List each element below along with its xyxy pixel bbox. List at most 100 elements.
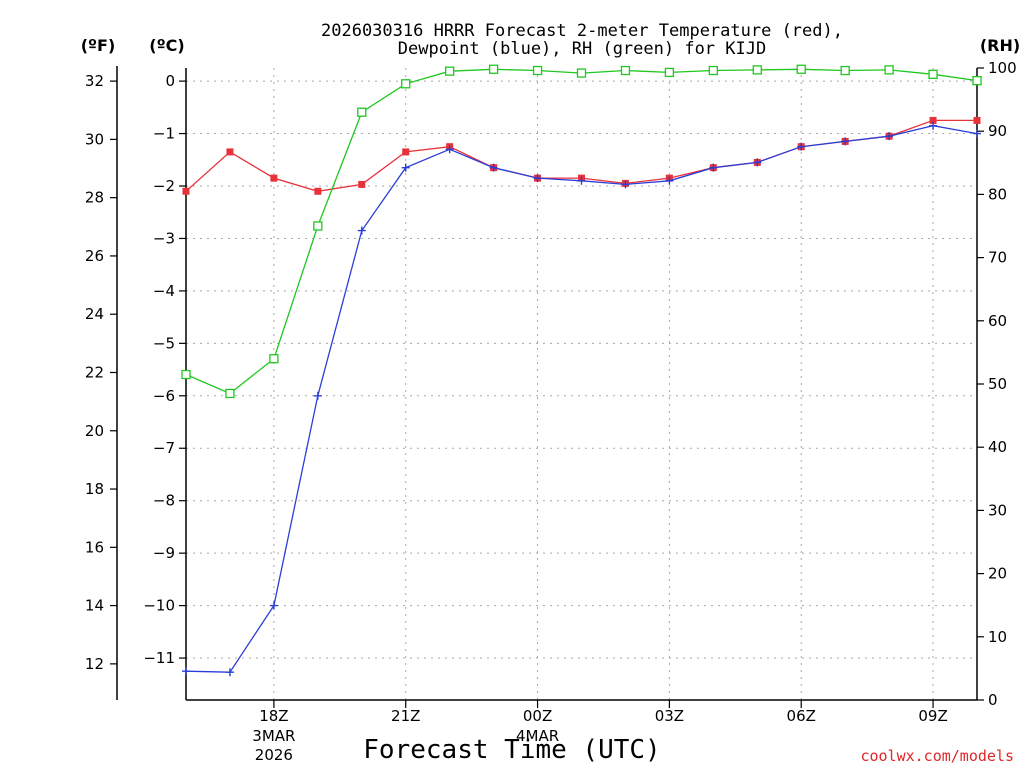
x-tick-year: 2026 bbox=[255, 746, 293, 764]
celsius-tick-label: −10 bbox=[143, 597, 175, 615]
dewpoint-point bbox=[445, 145, 454, 154]
rh-point bbox=[576, 68, 587, 78]
temperature-point bbox=[226, 148, 234, 156]
fahrenheit-tick-label: 30 bbox=[85, 130, 104, 148]
rh-point bbox=[752, 65, 762, 75]
rh-point bbox=[796, 64, 806, 74]
axes bbox=[110, 66, 984, 708]
rh-line bbox=[185, 68, 978, 395]
grid-lines bbox=[186, 68, 977, 700]
rh-tick-label: 20 bbox=[988, 565, 1007, 583]
dewpoint-point bbox=[709, 163, 718, 172]
dewpoint-point bbox=[797, 142, 806, 151]
rh-point bbox=[928, 69, 938, 79]
dewpoint-point bbox=[621, 180, 630, 189]
fahrenheit-tick-label: 22 bbox=[85, 363, 104, 381]
dewpoint-line bbox=[185, 125, 978, 673]
rh-point bbox=[225, 388, 235, 399]
rh-point bbox=[445, 66, 455, 76]
rh-point bbox=[357, 107, 367, 117]
celsius-tick-label: −9 bbox=[153, 544, 175, 562]
dewpoint-point bbox=[973, 129, 981, 138]
celsius-tick-label: −2 bbox=[153, 177, 175, 195]
rh-tick-label: 90 bbox=[988, 122, 1007, 140]
rh-point bbox=[884, 65, 894, 75]
dewpoint-point bbox=[753, 158, 762, 167]
tick-labels: 0 −1 −2 −3 −4 −5 −6 −7 −8 −9 −10 −11 32 30 28 26 24 22 20 1… bbox=[85, 59, 1017, 764]
fahrenheit-unit-label: (ºF) bbox=[81, 36, 116, 55]
x-axis-label: Forecast Time (UTC) bbox=[363, 735, 660, 765]
rh-point bbox=[488, 64, 499, 74]
fahrenheit-tick-label: 14 bbox=[85, 597, 104, 615]
fahrenheit-tick-label: 16 bbox=[85, 538, 104, 556]
dewpoint-point bbox=[929, 121, 938, 130]
celsius-tick-label: 0 bbox=[165, 72, 175, 90]
rh-tick-label: 10 bbox=[988, 628, 1007, 646]
celsius-unit-label: (ºC) bbox=[149, 36, 184, 55]
fahrenheit-tick-label: 26 bbox=[85, 247, 104, 265]
rh-point bbox=[181, 369, 191, 380]
celsius-tick-label: −6 bbox=[153, 387, 175, 405]
fahrenheit-tick-label: 20 bbox=[85, 422, 104, 440]
celsius-tick-label: −4 bbox=[153, 282, 175, 300]
temperature-point bbox=[358, 180, 366, 188]
fahrenheit-tick-label: 12 bbox=[85, 655, 104, 673]
rh-tick-label: 60 bbox=[988, 312, 1007, 330]
celsius-tick-label: −3 bbox=[153, 229, 175, 247]
fahrenheit-tick-label: 24 bbox=[85, 305, 104, 323]
temperature-point bbox=[270, 174, 278, 182]
rh-point bbox=[972, 75, 982, 86]
dewpoint-point bbox=[182, 667, 190, 676]
x-tick-date: 4MAR bbox=[516, 727, 559, 745]
x-tick-date: 3MAR bbox=[252, 727, 295, 745]
dewpoint-point bbox=[885, 132, 894, 141]
x-tick-label: 09Z bbox=[918, 707, 947, 725]
dewpoint-point bbox=[841, 137, 850, 146]
data-series bbox=[181, 64, 982, 677]
temperature-point bbox=[973, 116, 981, 124]
rh-tick-label: 80 bbox=[988, 185, 1007, 203]
dewpoint-point bbox=[577, 176, 586, 185]
rh-point bbox=[401, 79, 411, 89]
celsius-tick-label: −5 bbox=[153, 334, 175, 352]
dewpoint-point bbox=[489, 163, 498, 172]
dewpoint-point bbox=[665, 176, 674, 185]
celsius-tick-label: −7 bbox=[153, 439, 175, 457]
chart-title-line2: Dewpoint (blue), RH (green) for KIJD bbox=[398, 39, 766, 59]
fahrenheit-tick-label: 32 bbox=[85, 72, 104, 90]
dewpoint-point bbox=[269, 601, 278, 610]
chart-title-line1: 2026030316 HRRR Forecast 2-meter Tempera… bbox=[321, 21, 843, 41]
rh-tick-label: 40 bbox=[988, 438, 1007, 456]
dewpoint-point bbox=[533, 174, 542, 183]
dewpoint-point bbox=[401, 163, 410, 172]
celsius-tick-label: −1 bbox=[153, 125, 175, 143]
fahrenheit-tick-label: 18 bbox=[85, 480, 104, 498]
temperature-point bbox=[402, 148, 410, 156]
credit-link[interactable]: coolwx.com/models bbox=[860, 747, 1014, 765]
rh-tick-label: 50 bbox=[988, 375, 1007, 393]
x-tick-label: 03Z bbox=[655, 707, 684, 725]
rh-tick-label: 70 bbox=[988, 249, 1007, 267]
rh-point bbox=[313, 221, 323, 231]
rh-point bbox=[840, 65, 850, 76]
x-tick-label: 00Z bbox=[523, 707, 552, 725]
temperature-point bbox=[929, 116, 937, 124]
rh-point bbox=[269, 354, 279, 364]
temperature-point bbox=[314, 187, 322, 195]
dewpoint-point bbox=[225, 668, 234, 677]
x-tick-label: 18Z bbox=[259, 707, 288, 725]
celsius-tick-label: −11 bbox=[143, 649, 175, 667]
rh-tick-label: 0 bbox=[988, 691, 998, 709]
temperature-point bbox=[182, 187, 190, 195]
rh-point bbox=[532, 65, 543, 76]
rh-point bbox=[708, 65, 718, 76]
rh-point bbox=[620, 65, 631, 76]
celsius-tick-label: −8 bbox=[153, 492, 175, 510]
rh-tick-label: 30 bbox=[988, 501, 1007, 519]
x-tick-label: 21Z bbox=[391, 707, 420, 725]
rh-unit-label: (RH) bbox=[980, 36, 1020, 55]
rh-tick-label: 100 bbox=[988, 59, 1017, 77]
x-tick-label: 06Z bbox=[787, 707, 816, 725]
rh-point bbox=[664, 67, 675, 78]
